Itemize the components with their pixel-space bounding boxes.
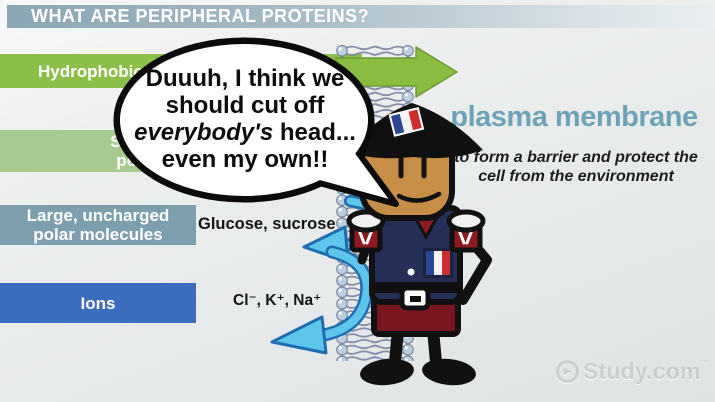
subtitle-line: to form a barrier and protect the [454, 149, 698, 166]
coat-button [407, 268, 415, 276]
bar-ions: Ions [0, 283, 196, 323]
epaulette-right [446, 209, 486, 253]
french-flag-patch [423, 248, 453, 278]
subtitle-line: cell from the environment [478, 168, 674, 185]
play-icon: ▶ [556, 360, 579, 383]
bar-label: Ions [80, 293, 116, 313]
plasma-membrane-subtitle: to form a barrier and protect the cell f… [445, 148, 707, 186]
bar-label: Large, uncharged [26, 206, 170, 225]
page-title: WHAT ARE PERIPHERAL PROTEINS? [31, 6, 370, 26]
speech-bubble-text: Duuuh, I think we should cut off everybo… [119, 65, 371, 173]
glucose-sucrose-label: Glucose, sucrose [198, 215, 336, 233]
character-shoe [422, 358, 476, 386]
bar-label: polar molecules [33, 225, 163, 244]
studycom-watermark: ▶ Study.com™ [556, 358, 710, 385]
hat-cockade-flag [388, 107, 425, 137]
character-smile [396, 191, 442, 203]
title-bar: WHAT ARE PERIPHERAL PROTEINS? [7, 5, 715, 28]
bubble-line: Duuuh, I think we [145, 65, 345, 92]
character-shoe [360, 358, 414, 386]
bar-large-uncharged-polar-molecules: Large, uncharged polar molecules [0, 205, 196, 245]
plasma-membrane-heading: plasma membrane [450, 101, 698, 133]
watermark-brand: Study.com™ [583, 358, 710, 384]
bounce-arrow-ions [270, 245, 374, 355]
bubble-line: even my own!! [161, 146, 329, 173]
ions-label: Cl⁻, K⁺, Na⁺ [233, 292, 322, 309]
bubble-line: should cut off [165, 92, 325, 119]
bubble-line: everybody's head... [134, 119, 356, 146]
belt-buckle-detail [410, 296, 421, 302]
napoleon-cartoon-character [346, 103, 492, 386]
epaulette-left [346, 209, 386, 253]
